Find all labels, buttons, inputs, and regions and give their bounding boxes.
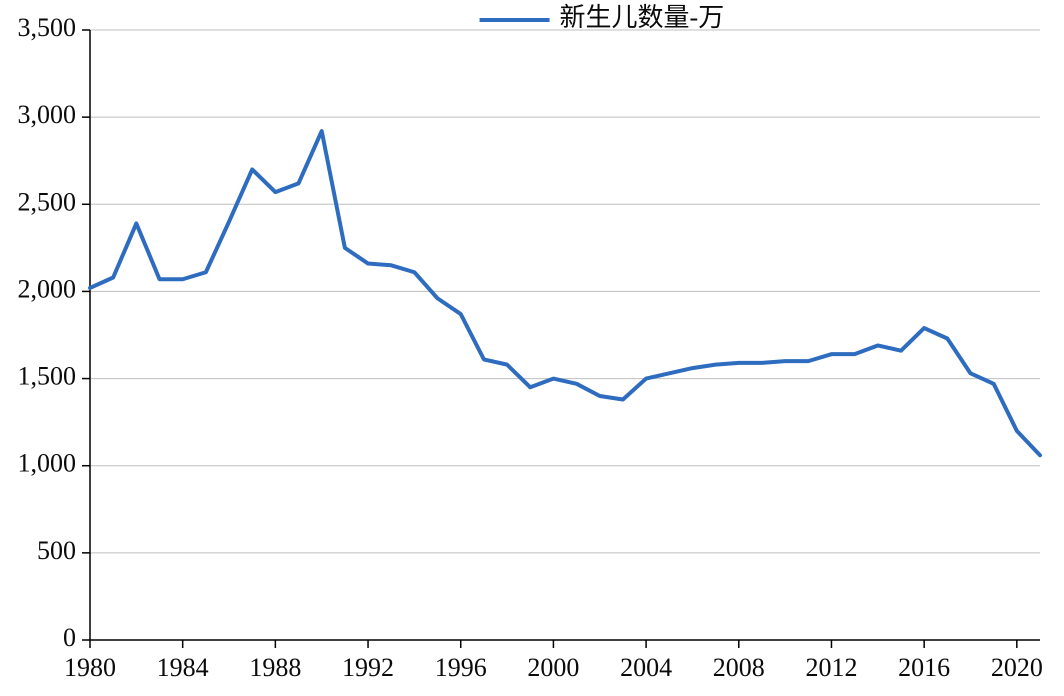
x-tick-label: 2004 xyxy=(620,653,672,682)
x-tick-label: 1984 xyxy=(157,653,209,682)
x-tick-label: 2016 xyxy=(898,653,950,682)
legend-label: 新生儿数量-万 xyxy=(560,3,725,32)
y-tick-label: 3,500 xyxy=(18,13,77,42)
x-tick-label: 2000 xyxy=(527,653,579,682)
y-tick-label: 0 xyxy=(63,623,76,652)
y-tick-label: 1,500 xyxy=(18,362,77,391)
y-tick-label: 2,500 xyxy=(18,187,77,216)
x-tick-label: 1996 xyxy=(435,653,487,682)
x-tick-label: 2012 xyxy=(805,653,857,682)
y-tick-label: 2,000 xyxy=(18,274,77,303)
x-tick-label: 2020 xyxy=(991,653,1043,682)
x-tick-label: 1988 xyxy=(249,653,301,682)
x-tick-label: 1992 xyxy=(342,653,394,682)
x-tick-label: 1980 xyxy=(64,653,116,682)
line-chart: 0 500 1,000 1,500 2,000 2,500 3,000 3,500 1980 19… xyxy=(0,0,1064,696)
y-tick-label: 1,000 xyxy=(18,449,77,478)
y-tick-label: 3,000 xyxy=(18,100,77,129)
x-tick-label: 2008 xyxy=(713,653,765,682)
y-tick-label: 500 xyxy=(37,536,76,565)
chart-svg: 0 500 1,000 1,500 2,000 2,500 3,000 3,500 1980 19… xyxy=(0,0,1064,696)
